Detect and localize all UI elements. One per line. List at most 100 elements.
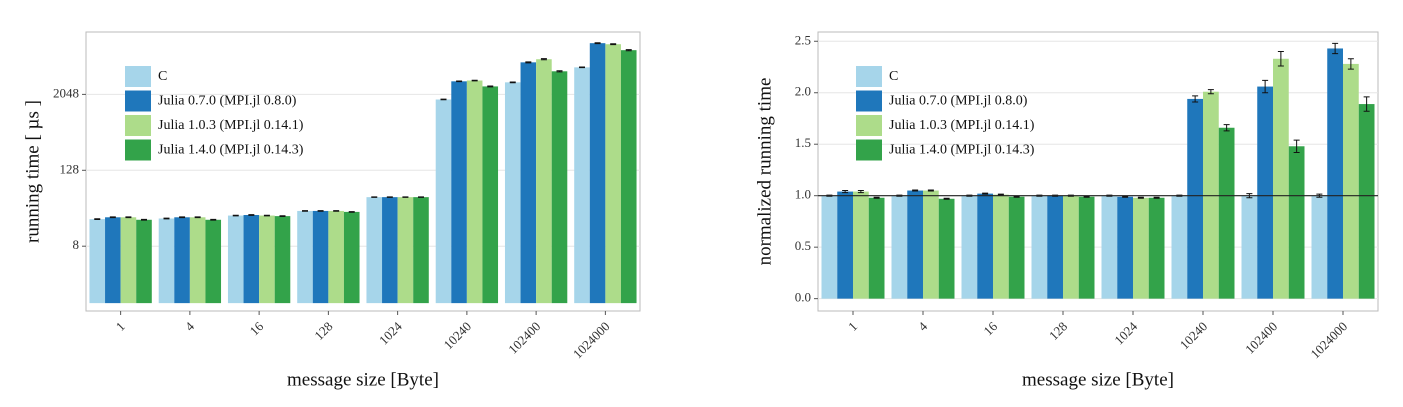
bar — [136, 219, 152, 304]
bar — [1031, 195, 1048, 299]
x-tick-label: 1 — [845, 319, 860, 334]
error-bar — [1293, 139, 1300, 153]
bar — [1063, 195, 1079, 299]
error-bar — [873, 196, 880, 199]
bar — [274, 216, 291, 304]
bar — [120, 217, 137, 304]
error-bar — [94, 218, 101, 221]
error-bar — [232, 214, 239, 217]
bar — [837, 191, 853, 299]
error-bar — [943, 197, 950, 200]
bar — [482, 86, 499, 304]
x-tick-label: 4 — [182, 318, 198, 334]
bar — [1101, 195, 1118, 299]
bar — [536, 59, 552, 304]
bar — [907, 190, 923, 299]
error-bar — [1153, 196, 1160, 199]
bar — [551, 71, 568, 304]
bar — [1117, 196, 1133, 299]
error-bar — [982, 192, 989, 195]
bar — [620, 50, 637, 304]
bar — [961, 195, 978, 299]
error-bar — [456, 80, 463, 83]
legend-label: C — [889, 69, 898, 84]
error-bar — [509, 81, 516, 84]
error-bar — [1363, 96, 1370, 112]
error-bar — [348, 211, 355, 213]
y-tick-label: 2.0 — [795, 84, 811, 99]
bar — [1288, 146, 1305, 299]
error-bar — [140, 218, 147, 221]
bar — [1133, 197, 1149, 299]
error-bar — [1223, 124, 1230, 132]
legend-key — [125, 115, 151, 136]
error-bar — [1137, 196, 1144, 199]
error-bar — [109, 216, 116, 219]
bar — [243, 215, 260, 304]
x-tick-label: 10240 — [1177, 319, 1211, 353]
error-bar — [1192, 95, 1199, 103]
y-axis-label: normalized running time — [754, 78, 775, 266]
bar — [520, 62, 537, 304]
error-bar — [194, 216, 201, 219]
error-bar — [248, 214, 255, 216]
error-bar — [471, 79, 478, 82]
error-bar — [857, 190, 864, 194]
y-tick-label: 2.5 — [795, 32, 811, 47]
legend-key — [125, 139, 151, 161]
x-tick-label: 1024 — [376, 318, 405, 347]
bar — [891, 195, 908, 299]
bar — [466, 80, 483, 304]
bar — [158, 218, 175, 304]
bar — [504, 82, 521, 304]
error-bar — [163, 217, 170, 220]
x-axis-label: message size [Byte] — [1022, 369, 1174, 390]
error-bar — [333, 210, 340, 212]
bar — [343, 211, 360, 304]
bar — [853, 191, 869, 299]
bar — [589, 43, 606, 304]
y-tick-label: 8 — [73, 237, 80, 252]
y-tick-label: 128 — [60, 161, 80, 176]
legend-label: C — [158, 69, 167, 84]
bar — [312, 210, 329, 304]
error-bar — [1277, 51, 1284, 67]
x-tick-label: 102400 — [1242, 319, 1280, 357]
error-bar — [1332, 42, 1339, 55]
x-tick-label: 1024000 — [570, 319, 613, 362]
error-bar — [842, 190, 849, 194]
error-bar — [317, 210, 324, 212]
bar — [227, 215, 244, 304]
bar — [993, 194, 1009, 299]
x-tick-label: 1 — [113, 319, 128, 334]
legend-label: Julia 0.7.0 (MPI.jl 0.8.0) — [889, 94, 1028, 109]
bar — [205, 219, 222, 304]
x-tick-label: 128 — [1046, 319, 1070, 343]
bar — [977, 193, 993, 299]
bar — [1171, 195, 1188, 299]
x-tick-label: 10240 — [441, 319, 475, 353]
legend-label: Julia 1.4.0 (MPI.jl 0.14.3) — [889, 143, 1035, 158]
y-tick-label: 2048 — [53, 85, 79, 100]
x-tick-label: 16 — [980, 318, 1000, 338]
x-tick-label: 1024000 — [1307, 319, 1350, 362]
bar — [451, 81, 467, 304]
x-tick-label: 16 — [247, 318, 267, 338]
bar — [435, 99, 452, 304]
error-bar — [540, 58, 547, 61]
legend-key — [856, 90, 882, 112]
bar — [1008, 196, 1025, 299]
bar — [1047, 195, 1063, 299]
bar — [574, 67, 590, 304]
error-bar — [371, 196, 378, 198]
bar — [297, 210, 313, 304]
error-bar — [302, 210, 309, 212]
bar — [868, 197, 885, 299]
bar — [328, 210, 344, 304]
bar — [1327, 48, 1343, 299]
error-bar — [440, 98, 447, 101]
bar — [105, 217, 121, 304]
bar — [1218, 127, 1235, 299]
error-bar — [594, 42, 601, 45]
